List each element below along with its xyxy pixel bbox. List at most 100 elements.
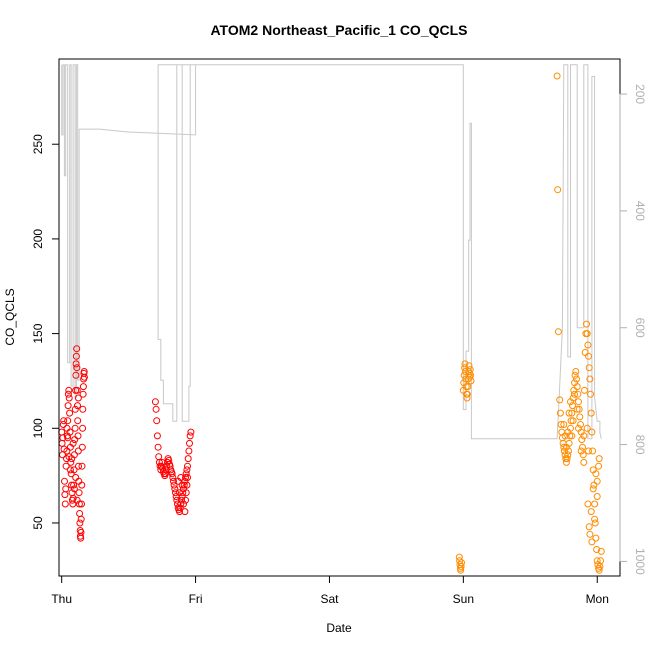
data-point [587,390,594,398]
data-point [567,417,575,425]
data-point [587,409,595,417]
data-point [558,428,566,436]
y-tick-label: 200 [31,229,45,249]
right-y-tick-label: 400 [633,201,647,221]
data-point [588,428,596,436]
data-point [76,510,84,517]
data-point [76,519,84,527]
data-point [595,566,603,574]
data-point [591,500,599,508]
plot-area [58,58,621,577]
data-point [74,394,82,402]
data-point [151,398,159,406]
x-tick-label: Sat [320,592,339,606]
data-point [182,496,189,504]
data-point [155,458,163,466]
data-point [584,500,592,508]
data-point [575,398,582,406]
data-point [68,455,76,463]
data-point [153,432,161,440]
data-point [573,383,581,391]
data-point [589,485,597,493]
data-point [181,508,189,516]
data-point [63,424,71,432]
data-point [573,375,580,383]
data-point [78,481,86,489]
data-point [71,405,79,413]
data-point [585,447,592,455]
data-point [64,390,72,398]
data-point [171,485,179,493]
data-point [70,485,78,493]
data-point [580,458,588,466]
data-point [78,462,86,470]
data-point [557,421,565,428]
data-point [581,349,589,356]
data-point [553,72,561,80]
data-point [566,432,574,440]
y-tick-label: 50 [31,516,45,530]
data-point [583,424,591,432]
data-point [575,405,583,413]
data-point [580,432,588,440]
data-point [178,496,185,504]
data-point [61,500,69,508]
data-point [64,402,72,410]
data-point [585,352,592,360]
data-point [588,538,596,546]
y-tick-label: 250 [31,134,45,154]
data-point [70,466,78,474]
data-point [593,493,601,500]
pressure-line-layer [61,64,602,440]
y-tick-label: 100 [31,418,45,438]
data-point [61,477,68,485]
data-point [78,443,86,451]
x-tick-label: Mon [586,592,609,606]
data-point [560,421,568,428]
data-point [595,455,603,463]
data-point [583,320,590,328]
data-point [457,563,465,570]
data-point [571,390,578,398]
data-point [184,455,192,463]
data-point [77,528,85,536]
data-point [593,546,601,553]
data-point [574,390,582,398]
data-point [569,402,576,410]
data-point [66,409,74,417]
data-point [73,386,81,394]
data-point [170,481,178,489]
data-point [61,491,69,499]
data-point [66,466,74,474]
data-point [463,394,471,402]
data-point [155,453,163,461]
data-point [571,371,579,379]
chart-title: ATOM2 Northeast_Pacific_1 CO_QCLS [210,22,467,38]
data-point [153,417,161,425]
data-point [182,470,190,478]
data-point [62,485,70,493]
data-point [75,489,83,497]
data-point [564,428,572,436]
data-point [70,481,78,489]
data-point [65,386,73,394]
data-point [186,432,194,440]
data-point [565,409,573,417]
data-point [58,439,66,447]
data-point [74,417,82,425]
data-point [72,371,80,379]
data-point [578,436,586,444]
data-point [185,447,193,455]
data-point [74,447,82,455]
data-point [183,481,191,489]
data-point [154,443,162,451]
data-point [73,496,81,504]
y-axis: 50 100 150 200 250 [31,134,60,530]
data-point [59,434,67,442]
data-point [467,377,475,385]
data-point [59,421,67,428]
data-point [562,458,570,466]
data-point [592,534,600,542]
data-point [569,417,577,425]
